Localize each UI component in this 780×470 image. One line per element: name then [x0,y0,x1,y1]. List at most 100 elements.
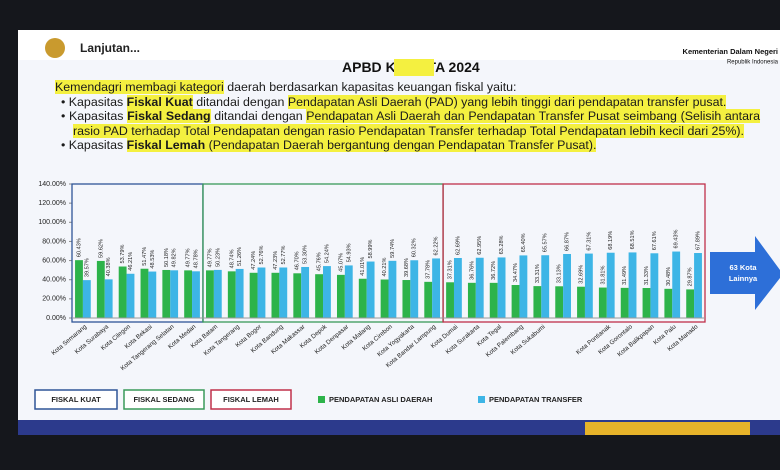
bar [170,270,179,318]
bar [257,267,266,318]
arrow-text: 63 Kota [729,263,757,272]
bar [446,282,454,318]
bar [410,260,419,318]
legend-label: FISKAL KUAT [51,395,101,404]
value-label: 50.18% [164,248,170,267]
arrow [710,236,780,310]
legend-label: PENDAPATAN ASLI DAERAH [329,395,432,404]
value-label: 65.57% [543,233,549,252]
bar [424,281,433,318]
value-label: 69.43% [674,230,680,249]
value-label: 49.82% [172,248,178,267]
bar [140,268,149,318]
bar [301,266,310,318]
bar [162,269,171,318]
text: Fiskal Kuat [126,94,193,109]
y-tick-label: 120.00% [38,200,66,207]
text: Fiskal Sedang [127,109,211,124]
bar [606,252,615,318]
arrow-text: Lainnya [729,274,758,283]
bar [672,251,681,318]
bar [432,258,441,318]
bar [475,257,484,318]
value-label: 47.23% [273,251,279,270]
bar [227,271,236,318]
bar [511,285,520,318]
value-label: 36.76% [469,261,475,280]
bar [293,273,302,318]
y-tick-label: 80.00% [42,238,66,245]
bar [336,274,345,318]
bar [118,266,127,318]
value-label: 34.47% [513,263,519,282]
org: Kementerian Dalam Negeri [683,47,778,56]
y-tick-label: 60.00% [42,257,66,264]
value-label: 31.81% [600,266,606,285]
bullet: • Kapasitas Fiskal Kuat ditandai dengan … [61,94,727,109]
legend-box [210,389,292,410]
bar [315,274,324,318]
text: ditandai dengan [192,94,288,109]
bar [192,271,200,318]
bar [82,280,91,318]
value-label: 41.01% [360,257,366,276]
value-label: 58.99% [368,240,374,259]
value-label: 68.19% [608,231,614,250]
bar [686,289,695,318]
value-label: 67.31% [586,232,592,251]
value-label: 46.21% [128,252,134,271]
bar [563,253,571,318]
bar [380,279,389,318]
group-box [442,183,706,323]
value-label: 31.49% [622,266,628,285]
bar [358,278,367,318]
org-sub: Republik Indonesia [727,60,779,66]
text: Kapasitas [68,138,127,153]
value-label: 33.31% [535,264,541,283]
value-label: 67.61% [652,231,658,250]
value-label: 46.70% [295,251,301,270]
bar [620,287,629,318]
value-label: 53.30% [303,245,309,264]
text: ditandai dengan [210,109,307,124]
bullet: • Kapasitas Fiskal Lemah (Pendapatan Dae… [61,138,597,153]
bullet: • Kapasitas Fiskal Sedang ditandai denga… [61,109,761,138]
value-label: 47.24% [251,251,257,270]
bar [467,282,476,318]
legend-box [34,389,118,410]
y-tick-label: 100.00% [38,219,66,226]
bar [249,272,258,318]
legend-swatch [318,396,325,403]
value-label: 62.95% [477,236,483,255]
value-label: 48.74% [229,249,235,268]
legend-label: FISKAL LEMAH [223,395,279,404]
value-label: 59.74% [390,239,396,258]
bar [642,288,651,318]
bar [184,270,193,318]
bar [519,255,528,318]
bar [402,280,411,318]
value-label: 60.32% [412,238,418,257]
y-tick-label: 40.00% [42,277,66,284]
bar [388,260,397,318]
footer-accent [585,422,750,435]
bar [555,286,564,318]
value-label: 49.77% [186,248,192,267]
value-label: 33.13% [557,264,563,283]
bar [206,270,214,318]
bar [584,253,593,318]
title-post: TA 2024 [424,59,480,75]
bar [453,257,462,318]
bar [664,288,673,318]
value-label: 49.77% [207,248,213,267]
value-label: 48.53% [150,250,156,269]
bar [235,268,244,318]
value-label: 65.40% [521,233,527,252]
legend-box [123,389,205,410]
text: (Pendapatan Daerah bergantung dengan Pen… [205,138,597,153]
bar [104,279,113,318]
value-label: 62.22% [434,236,440,255]
value-label: 39.57% [84,258,90,277]
